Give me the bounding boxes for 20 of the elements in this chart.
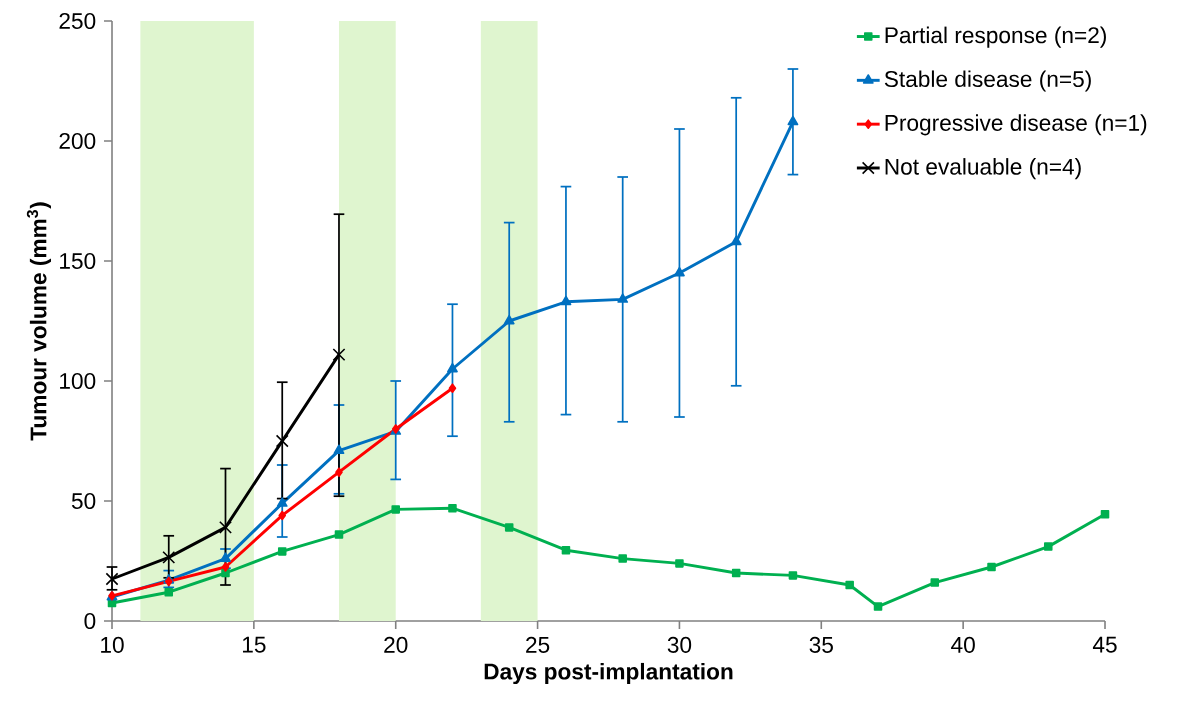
legend-label: Stable disease (n=5)	[884, 70, 1091, 92]
y-tick-label: 150	[60, 252, 96, 270]
y-tick-label: 200	[59, 132, 96, 150]
x-axis-title: Days post-implantation	[484, 662, 733, 685]
x-tick-label: 15	[242, 636, 266, 653]
y-tick-label: 250	[59, 12, 96, 30]
y-axis-title: Tumour volume (mm$^{3}$)	[26, 202, 51, 441]
y-tick-label: 50	[71, 492, 96, 510]
x-tick-label: 35	[809, 636, 833, 653]
x-tick-label: 10	[101, 636, 124, 653]
legend-label: Progressive disease (n=1)	[885, 114, 1147, 136]
x-tick-label: 45	[1092, 636, 1117, 653]
x-tick-label: 20	[384, 636, 408, 653]
x-tick-label: 40	[951, 636, 975, 653]
x-tick-label: 25	[526, 636, 550, 653]
legend-label: Not evaluable (n=4)	[885, 158, 1081, 180]
y-tick-label: 0	[84, 612, 96, 630]
x-tick-label: 30	[667, 636, 692, 653]
legend-label: Partial response (n=2)	[885, 26, 1106, 48]
y-tick-label: 100	[60, 372, 96, 390]
